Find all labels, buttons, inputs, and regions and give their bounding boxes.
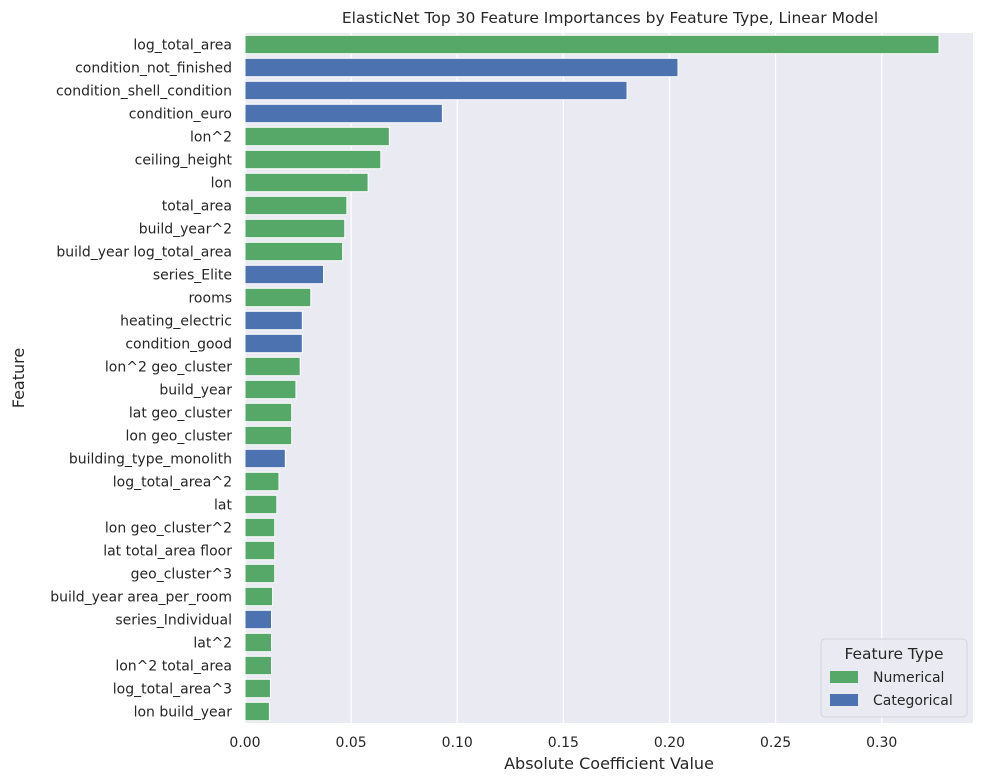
y-axis-title: Feature — [9, 348, 28, 408]
gridlines — [244, 33, 883, 723]
x-axis-title: Absolute Coefficient Value — [504, 754, 714, 773]
bar-lon-2 — [244, 126, 390, 147]
chart-title: ElasticNet Top 30 Feature Importances by… — [342, 9, 878, 27]
bar-build-year-log-total-area — [244, 241, 344, 262]
x-tick-label: 0.25 — [760, 735, 791, 751]
bar-lon-geo-cluster-2 — [244, 517, 276, 538]
y-tick-label: lat^2 — [193, 636, 232, 652]
x-tick-labels: 0.00 0.05 0.10 0.15 0.20 0.25 0.30 — [229, 735, 897, 751]
bar-lon-2-total-area — [244, 655, 273, 676]
bars — [244, 34, 940, 722]
legend: Feature Type Numerical Categorical — [820, 638, 968, 718]
y-tick-label: series_Elite — [153, 268, 232, 284]
plot-area — [245, 33, 973, 723]
y-tick-label: lon^2 total_area — [115, 659, 232, 675]
y-tick-label: geo_cluster^3 — [131, 567, 232, 583]
y-tick-label: lon geo_cluster — [126, 429, 233, 445]
bar-condition-euro — [244, 103, 443, 124]
y-tick-label: build_year log_total_area — [56, 245, 232, 261]
bar-lat-2 — [244, 632, 273, 653]
bar-geo-cluster-3 — [244, 563, 276, 584]
y-tick-label: condition_euro — [129, 107, 232, 123]
bar-build-year-area-per-room — [244, 586, 274, 607]
y-tick-label: condition_shell_condition — [56, 84, 232, 100]
bar-lon-geo-cluster — [244, 425, 293, 446]
x-tick-label: 0.30 — [866, 735, 897, 751]
x-tick-label: 0.10 — [442, 735, 473, 751]
legend-swatch-numerical — [830, 671, 858, 683]
y-tick-label: building_type_monolith — [69, 452, 232, 468]
y-tick-label: build_year — [159, 383, 232, 399]
y-tick-label: series_Individual — [115, 613, 232, 629]
x-tick-label: 0.20 — [654, 735, 685, 751]
y-tick-label: heating_electric — [120, 314, 232, 330]
y-tick-label: rooms — [188, 291, 232, 307]
x-tick-label: 0.00 — [229, 735, 260, 751]
y-tick-label: lat — [214, 498, 232, 514]
bar-log-total-area-3 — [244, 678, 271, 699]
y-tick-label: log_total_area^3 — [113, 682, 232, 698]
x-tick-label: 0.15 — [548, 735, 579, 751]
legend-label-categorical: Categorical — [873, 693, 953, 709]
legend-label-numerical: Numerical — [873, 670, 944, 686]
legend-title: Feature Type — [844, 645, 943, 663]
bar-ceiling-height — [244, 149, 382, 170]
bar-lon-build-year — [244, 701, 270, 722]
x-tick-label: 0.05 — [336, 735, 367, 751]
y-tick-label: lon^2 — [190, 130, 232, 146]
y-tick-label: lon geo_cluster^2 — [105, 521, 232, 537]
bar-condition-not-finished — [244, 57, 679, 78]
y-tick-label: build_year^2 — [139, 222, 232, 238]
y-tick-label: build_year area_per_room — [50, 590, 232, 606]
y-tick-label: lon^2 geo_cluster — [105, 360, 232, 376]
y-tick-label: lon — [211, 176, 232, 192]
y-tick-label: total_area — [162, 199, 232, 215]
bar-build-year — [244, 379, 297, 400]
y-tick-label: condition_not_finished — [75, 61, 232, 77]
bar-lat — [244, 494, 278, 515]
bar-series-elite — [244, 264, 325, 285]
y-tick-label: condition_good — [125, 337, 232, 353]
bar-condition-shell-condition — [244, 80, 628, 101]
bar-building-type-monolith — [244, 448, 286, 469]
y-tick-label: log_total_area — [133, 38, 232, 54]
bar-log-total-area-2 — [244, 471, 280, 492]
y-tick-label: lat geo_cluster — [129, 406, 232, 422]
bar-log-total-area — [244, 34, 940, 55]
bar-total-area — [244, 195, 348, 216]
legend-swatch-categorical — [830, 694, 858, 706]
y-tick-label: log_total_area^2 — [113, 475, 232, 491]
y-tick-labels: log_total_area condition_not_finishedcond… — [50, 38, 232, 721]
y-tick-label: lat total_area floor — [103, 544, 232, 560]
bar-lon-2-geo-cluster — [244, 356, 301, 377]
bar-heating-electric — [244, 310, 303, 331]
bar-lat-geo-cluster — [244, 402, 293, 423]
y-tick-label: ceiling_height — [135, 153, 233, 169]
bar-lon — [244, 172, 369, 193]
bar-series-individual — [244, 609, 273, 630]
bar-lat-total-area-floor — [244, 540, 276, 561]
y-tick-label: lon build_year — [134, 705, 233, 721]
bar-build-year-2 — [244, 218, 346, 239]
bar-rooms — [244, 287, 312, 308]
bar-condition-good — [244, 333, 303, 354]
